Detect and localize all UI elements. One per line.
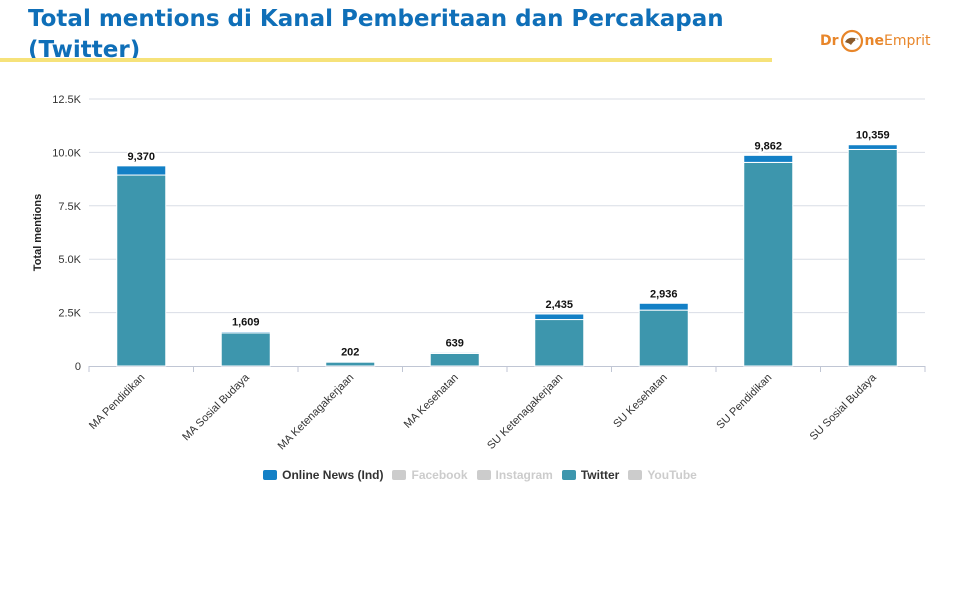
bar-segment-online-news-ind[interactable]: [116, 165, 167, 176]
x-tick-label: SU Kesehatan: [611, 372, 670, 431]
legend-swatch: [561, 470, 576, 480]
bar-segment-twitter[interactable]: [638, 309, 689, 367]
legend-swatch: [263, 470, 278, 480]
bar-segment-online-news-ind[interactable]: [847, 144, 898, 150]
page-title: Total mentions di Kanal Pemberitaan dan …: [28, 6, 724, 63]
total-label: 9,370: [127, 151, 155, 163]
logo-text-emprit: Emprit: [884, 33, 931, 49]
x-tick-label: SU Pendidikan: [714, 372, 774, 432]
labels: 9,370 1,609 202 639 2,435 2,936 9,862 10,359: [126, 128, 891, 360]
bars: [116, 144, 898, 367]
grid-lines: [89, 98, 925, 314]
legend-item-facebook[interactable]: Facebook: [392, 468, 468, 482]
logo-text-ne: ne: [864, 33, 884, 49]
total-label: 202: [341, 347, 359, 359]
legend-label: Facebook: [411, 468, 468, 482]
legend-label: Instagram: [495, 468, 553, 482]
bar-segment-twitter[interactable]: [429, 352, 480, 367]
y-tick-label: 5.0K: [58, 254, 81, 266]
total-label: 2,936: [650, 288, 678, 300]
bar-segment-online-news-ind[interactable]: [743, 154, 794, 163]
logo-text-dr: Dr: [820, 33, 839, 49]
total-label: 1,609: [232, 317, 260, 329]
legend-item-youtube[interactable]: YouTube: [628, 468, 697, 482]
bar-segment-online-news-ind[interactable]: [429, 351, 480, 354]
y-tick-label: 10.0K: [52, 147, 81, 159]
y-tick-label: 2.5K: [58, 308, 81, 320]
eagle-icon: [840, 29, 864, 53]
drone-emprit-logo: Dr ne Emprit: [820, 28, 931, 54]
bar-segment-online-news-ind[interactable]: [638, 302, 689, 311]
y-axis-title: Total mentions: [32, 194, 44, 271]
y-tick-label: 7.5K: [58, 201, 81, 213]
bar-segment-online-news-ind[interactable]: [534, 313, 585, 321]
y-tick-label: 0: [75, 361, 81, 373]
x-tick-label: MA Pendidikan: [87, 372, 147, 432]
legend-swatch: [476, 470, 491, 480]
legend-item-instagram[interactable]: Instagram: [476, 468, 553, 482]
total-label: 639: [446, 337, 464, 349]
bar-segment-twitter[interactable]: [743, 161, 794, 367]
bar-segment-twitter[interactable]: [534, 319, 585, 367]
legend-swatch: [628, 470, 643, 480]
bar-segment-twitter[interactable]: [847, 148, 898, 367]
bar-segment-online-news-ind[interactable]: [220, 331, 271, 334]
title-underline: [0, 58, 772, 62]
legend-item-twitter[interactable]: Twitter: [561, 468, 620, 482]
total-label: 9,862: [754, 140, 782, 152]
x-tick-label: SU Sosial Budaya: [808, 371, 880, 443]
bar-segment-twitter[interactable]: [325, 361, 376, 367]
total-label: 2,435: [545, 299, 573, 311]
bar-segment-twitter[interactable]: [116, 174, 167, 367]
chart-legend: Online News (Ind) Facebook Instagram Twitte…: [0, 466, 960, 484]
legend-label: Online News (Ind): [282, 468, 384, 482]
legend-item-online-news-ind[interactable]: Online News (Ind): [263, 468, 383, 482]
x-tick-label: SU Ketenagakerjaan: [485, 372, 565, 452]
bar-segment-twitter[interactable]: [220, 332, 271, 367]
legend-label: YouTube: [647, 468, 697, 482]
total-label: 10,359: [856, 130, 890, 142]
x-tick-label: MA Kesehatan: [402, 372, 461, 431]
legend-swatch: [392, 470, 407, 480]
y-tick-label: 12.5K: [52, 94, 81, 106]
x-tick-label: MA Sosial Budaya: [180, 371, 252, 443]
x-tick-label: MA Ketenagakerjaan: [276, 372, 357, 453]
legend-label: Twitter: [580, 468, 620, 482]
